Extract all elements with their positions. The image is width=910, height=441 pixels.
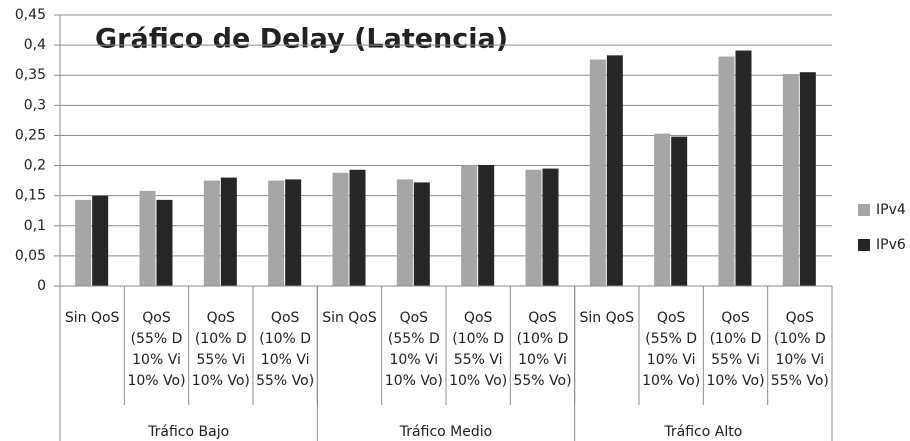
y-tick-label: 0,1 bbox=[24, 218, 46, 234]
x-tick-label: 10% Vi bbox=[518, 352, 567, 368]
x-tick-label: 10% Vi bbox=[389, 352, 438, 368]
x-tick-label: 55% Vo) bbox=[256, 373, 314, 389]
bar bbox=[220, 177, 237, 286]
legend-swatch bbox=[858, 204, 870, 216]
group-label: Tráfico Alto bbox=[663, 424, 742, 440]
y-tick-label: 0,15 bbox=[15, 188, 46, 204]
x-tick-label: QoS bbox=[271, 310, 300, 326]
bar bbox=[92, 195, 109, 286]
x-tick-label: (55% D bbox=[131, 331, 183, 347]
x-tick-label: 55% Vi bbox=[454, 352, 503, 368]
legend-label: IPv4 bbox=[876, 202, 906, 218]
bar bbox=[782, 74, 799, 286]
bar bbox=[461, 165, 478, 286]
bar bbox=[285, 179, 302, 286]
bar bbox=[156, 199, 173, 286]
x-tick-label: (10% D bbox=[517, 331, 569, 347]
bar bbox=[478, 164, 495, 286]
x-tick-label: QoS bbox=[721, 310, 750, 326]
bar bbox=[542, 168, 559, 286]
x-tick-label: 55% Vi bbox=[196, 352, 245, 368]
y-tick-label: 0,05 bbox=[15, 248, 46, 264]
x-tick-label: (55% D bbox=[388, 331, 440, 347]
bar bbox=[589, 59, 606, 286]
x-tick-label: (10% D bbox=[452, 331, 504, 347]
bar bbox=[139, 190, 156, 286]
bar bbox=[396, 179, 413, 286]
y-tick-label: 0,4 bbox=[24, 37, 46, 53]
x-tick-label: QoS bbox=[786, 310, 815, 326]
x-tick-label: 10% Vi bbox=[132, 352, 181, 368]
group-label: Tráfico Bajo bbox=[147, 424, 229, 440]
x-tick-label: QoS bbox=[207, 310, 236, 326]
legend-label: IPv6 bbox=[876, 237, 906, 253]
x-tick-label: 10% Vo) bbox=[642, 373, 700, 389]
x-tick-label: Sin QoS bbox=[580, 310, 635, 326]
x-tick-label: QoS bbox=[528, 310, 557, 326]
x-tick-label: QoS bbox=[142, 310, 171, 326]
x-tick-label: QoS bbox=[657, 310, 686, 326]
x-tick-label: (10% D bbox=[195, 331, 247, 347]
chart-title: Gráfico de Delay (Latencia) bbox=[95, 24, 508, 55]
y-tick-label: 0,3 bbox=[24, 97, 46, 113]
x-tick-label: 10% Vo) bbox=[449, 373, 507, 389]
bar bbox=[671, 136, 688, 286]
y-tick-label: 0 bbox=[37, 278, 46, 294]
legend-swatch bbox=[858, 239, 870, 251]
bar bbox=[735, 50, 752, 286]
bar bbox=[349, 169, 366, 286]
bar bbox=[332, 172, 349, 286]
x-tick-label: 10% Vi bbox=[647, 352, 696, 368]
group-label: Tráfico Medio bbox=[399, 424, 492, 440]
x-tick-label: 55% Vo) bbox=[513, 373, 571, 389]
bar bbox=[799, 72, 816, 286]
bar bbox=[413, 182, 430, 286]
bar bbox=[268, 180, 285, 286]
bar bbox=[203, 180, 220, 286]
y-tick-label: 0,25 bbox=[15, 127, 46, 143]
bar bbox=[606, 55, 623, 286]
x-tick-label: QoS bbox=[400, 310, 429, 326]
y-tick-label: 0,2 bbox=[24, 158, 46, 174]
x-tick-label: (10% D bbox=[259, 331, 311, 347]
x-tick-label: 10% Vi bbox=[775, 352, 824, 368]
x-tick-label: 10% Vo) bbox=[706, 373, 764, 389]
x-tick-label: QoS bbox=[464, 310, 493, 326]
bar bbox=[75, 199, 92, 286]
x-tick-label: 55% Vo) bbox=[771, 373, 829, 389]
x-tick-label: (10% D bbox=[710, 331, 762, 347]
x-tick-label: 55% Vi bbox=[711, 352, 760, 368]
x-tick-label: 10% Vo) bbox=[127, 373, 185, 389]
x-tick-label: 10% Vo) bbox=[385, 373, 443, 389]
x-tick-label: Sin QoS bbox=[322, 310, 377, 326]
bar bbox=[654, 133, 671, 286]
x-tick-label: 10% Vi bbox=[261, 352, 310, 368]
x-tick-label: 10% Vo) bbox=[192, 373, 250, 389]
x-tick-label: (10% D bbox=[774, 331, 826, 347]
x-tick-label: (55% D bbox=[645, 331, 697, 347]
bar bbox=[525, 169, 542, 286]
y-tick-label: 0,45 bbox=[15, 7, 46, 23]
x-tick-label: Sin QoS bbox=[65, 310, 120, 326]
bar bbox=[718, 56, 735, 287]
y-tick-label: 0,35 bbox=[15, 67, 46, 83]
